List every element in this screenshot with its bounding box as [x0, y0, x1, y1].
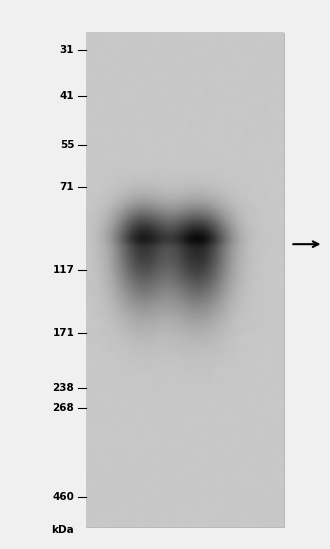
Text: 55: 55: [60, 140, 74, 150]
Text: 171: 171: [52, 328, 74, 338]
Text: 238: 238: [52, 383, 74, 393]
Text: 31: 31: [60, 45, 74, 55]
Text: 268: 268: [52, 403, 74, 413]
Bar: [86, 33, 284, 527]
Text: 117: 117: [52, 265, 74, 275]
Text: 71: 71: [60, 182, 74, 192]
Text: 460: 460: [52, 492, 74, 502]
Text: 41: 41: [60, 91, 74, 101]
Text: kDa: kDa: [51, 525, 74, 535]
